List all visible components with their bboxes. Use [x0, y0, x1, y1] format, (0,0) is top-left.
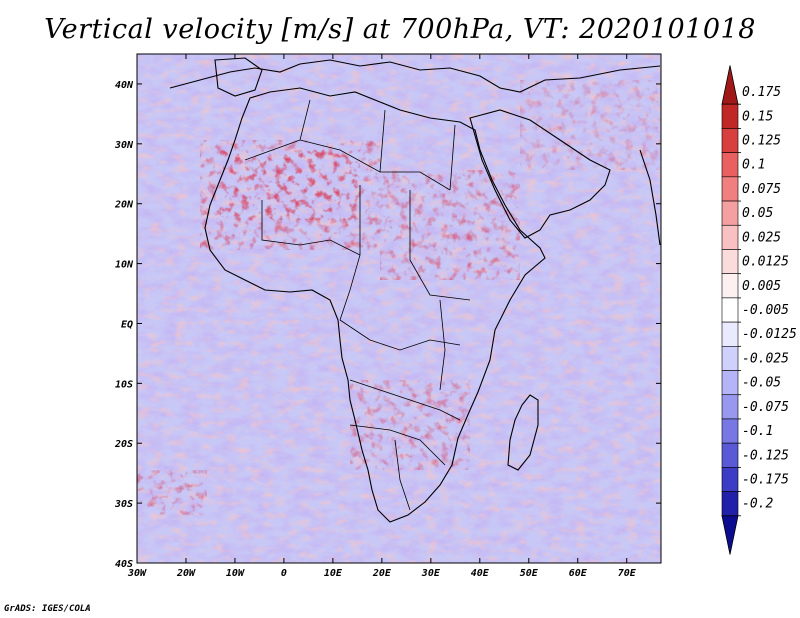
lon-tick-label: 10E [324, 568, 343, 579]
colorbar-label: 0.175 [742, 85, 781, 100]
lon-tick-label: 50E [520, 568, 539, 579]
colorbar-bin [722, 104, 738, 128]
colorbar-bin [722, 201, 738, 225]
colorbar-label: -0.175 [742, 472, 789, 487]
colorbar-bin [722, 346, 738, 370]
lon-tick-label: 70E [618, 568, 637, 579]
colorbar-label: 0.075 [742, 182, 781, 197]
lat-tick-label: 40N [115, 80, 134, 91]
colorbar-label: 0.125 [742, 134, 781, 149]
lon-tick-label: 40E [471, 568, 490, 579]
colorbar-bin [722, 443, 738, 467]
colorbar-top-arrow [722, 65, 738, 104]
colorbar-label: -0.025 [742, 351, 789, 366]
lat-tick-label: 20S [114, 439, 133, 450]
colorbar-label: 0.15 [742, 109, 773, 124]
lat-tick-label: 20N [114, 200, 134, 211]
lon-tick-label: 20E [372, 568, 392, 579]
lat-tick-label: 30N [114, 140, 134, 151]
colorbar-label: 0.05 [742, 206, 773, 221]
colorbar-label: -0.0125 [742, 327, 797, 342]
lon-tick-label: 20W [176, 568, 196, 579]
colorbar-bin [722, 153, 738, 177]
lat-tick-label: 10S [115, 379, 133, 390]
colorbar-bin [722, 128, 738, 152]
colorbar-label: -0.1 [742, 424, 773, 439]
lat-tick-label: EQ [121, 319, 133, 330]
colorbar-bottom-arrow [722, 516, 738, 555]
colorbar-label: 0.1 [742, 158, 765, 173]
colorbar-bin [722, 371, 738, 395]
colorbar-label: 0.025 [742, 230, 781, 245]
colorbar-bin [722, 322, 738, 346]
colorbar-bin [722, 225, 738, 249]
lon-tick-label: 30E [421, 568, 441, 579]
colorbar-label: -0.2 [742, 497, 773, 512]
lat-tick-label: 30S [114, 499, 133, 510]
colorbar-bin [722, 492, 738, 516]
colorbar-label: 0.0125 [742, 255, 789, 270]
lon-tick-label: 10W [226, 568, 245, 579]
colorbar-bin [722, 395, 738, 419]
colorbar-label: -0.125 [742, 448, 789, 463]
colorbar-label: -0.05 [742, 376, 781, 391]
colorbar-label: -0.075 [742, 400, 789, 415]
weather-map: 30W 20W 10W 0 10E 20E 30E 40E 50E 60E 70E 40N30N20… [0, 0, 800, 618]
lon-tick-label: 0 [281, 568, 287, 579]
colorbar-label: -0.005 [742, 303, 789, 318]
colorbar-bin [722, 298, 738, 322]
colorbar-bin [722, 177, 738, 201]
lat-tick-label: 10N [115, 260, 134, 271]
credit-text: GrADS: IGES/COLA [4, 604, 91, 614]
colorbar-bin [722, 274, 738, 298]
colorbar-bin [722, 419, 738, 443]
colorbar-label: 0.005 [742, 279, 781, 294]
colorbar: 0.175 0.15 0.125 0.1 0.075 0.05 0.025 0.0125 0.0… [722, 65, 797, 554]
vertical-velocity-field [137, 54, 661, 563]
colorbar-bin [722, 467, 738, 491]
lon-tick-label: 60E [569, 568, 588, 579]
lat-tick-label: 40S [115, 559, 133, 570]
colorbar-bin [722, 249, 738, 273]
